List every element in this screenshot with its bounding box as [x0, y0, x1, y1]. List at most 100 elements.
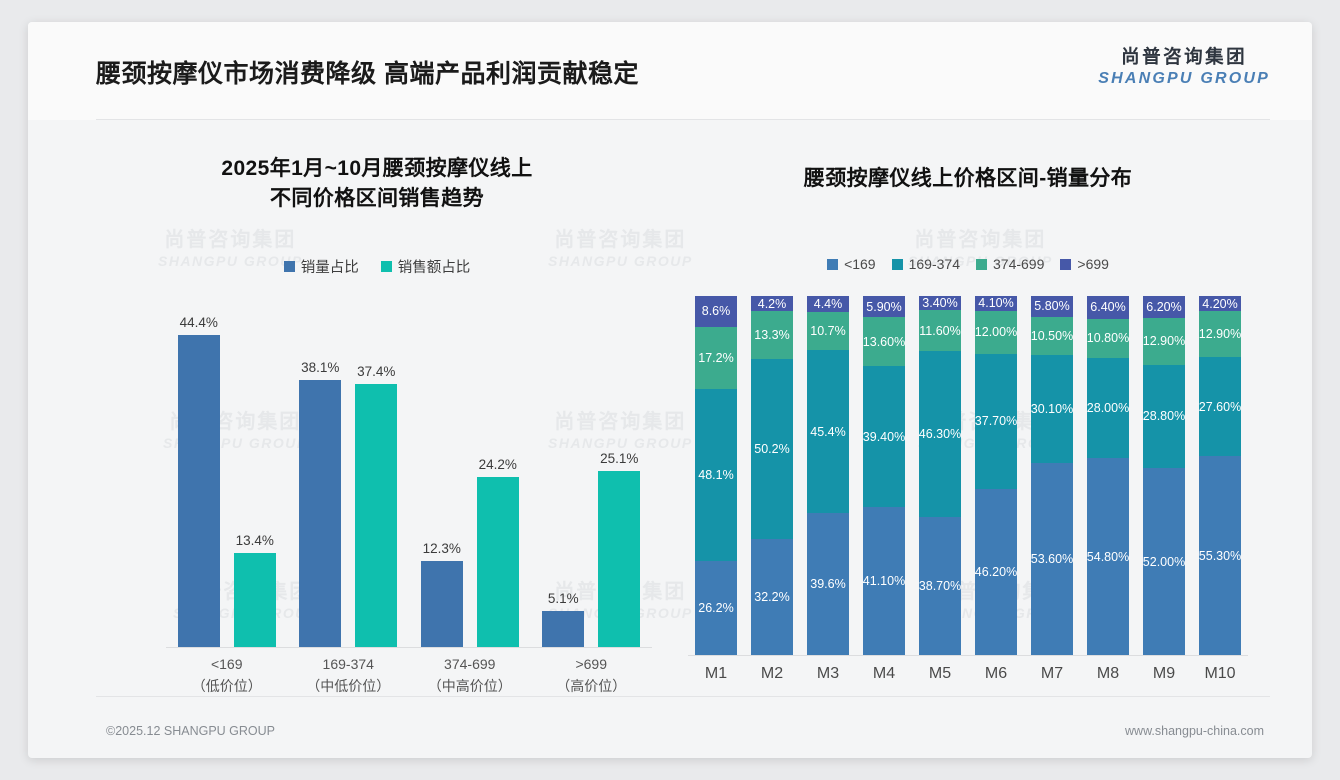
stack-segment[interactable]: 10.7%	[807, 311, 849, 351]
stack-segment[interactable]: 53.60%	[1031, 462, 1073, 655]
stack-segment[interactable]: 5.90%	[863, 296, 905, 318]
stack-segment-label: 13.60%	[862, 334, 906, 349]
stack-segment[interactable]: 13.60%	[862, 317, 906, 367]
stack-segment[interactable]: 27.60%	[1199, 357, 1241, 457]
bar-column[interactable]: 37.4%	[355, 296, 398, 647]
stack-segment-label: 55.30%	[1198, 548, 1242, 563]
stack-segment[interactable]: 39.6%	[807, 512, 849, 655]
legend-item-4[interactable]: >699	[1060, 256, 1109, 272]
legend-item-1[interactable]: 销量占比	[283, 256, 359, 277]
stacked-bar[interactable]: 5.80% 10.50% 30.10% 53.60%	[1031, 296, 1073, 655]
bar-column[interactable]: 25.1%	[598, 296, 641, 647]
stack-segment-label: 28.00%	[1086, 400, 1130, 415]
bar[interactable]	[233, 552, 276, 647]
stack-segment-label: 6.20%	[1146, 300, 1182, 315]
bar[interactable]	[299, 379, 342, 647]
stack-segment[interactable]: 46.20%	[975, 489, 1017, 655]
legend-item-3[interactable]: 374-699	[976, 256, 1044, 272]
stacked-bar[interactable]: 5.90% 13.60% 39.40% 41.10%	[862, 296, 906, 656]
bar[interactable]	[476, 477, 519, 647]
category-label-main: >699	[575, 656, 608, 672]
bar[interactable]	[542, 611, 585, 647]
stack-segment-label: 37.70%	[974, 414, 1018, 429]
bar-value-label: 5.1%	[547, 591, 579, 607]
stack-segment[interactable]: 10.80%	[1087, 318, 1129, 358]
stack-segment[interactable]: 45.4%	[807, 350, 849, 513]
category-label-sub: （低价位）	[191, 677, 262, 694]
stack-segment[interactable]: 26.2%	[695, 561, 737, 655]
legend-item-2[interactable]: 销售额占比	[380, 256, 470, 277]
stack-slot: 4.4% 10.7% 45.4% 39.6%	[800, 296, 856, 655]
stack-segment[interactable]: 30.10%	[1031, 354, 1073, 463]
stack-segment-label: 39.6%	[810, 576, 846, 591]
stack-segment[interactable]: 28.00%	[1086, 357, 1130, 459]
stack-segment[interactable]: 46.30%	[918, 351, 962, 517]
stack-segment[interactable]: 39.40%	[863, 366, 905, 508]
stack-segment[interactable]: 13.3%	[751, 311, 793, 359]
right-chart-legend: <169 169-374 374-699 >699	[678, 256, 1258, 272]
stack-segment[interactable]: 28.80%	[1143, 364, 1185, 469]
stack-segment[interactable]: 10.50%	[1031, 316, 1073, 355]
stacked-bar[interactable]: 6.40% 10.80% 28.00% 54.80%	[1087, 296, 1129, 655]
stack-segment[interactable]: 32.2%	[751, 539, 793, 655]
stacked-bar[interactable]: 4.10% 12.00% 37.70% 46.20%	[975, 296, 1017, 655]
stack-segment[interactable]: 55.30%	[1199, 456, 1241, 655]
stack-segment[interactable]: 52.00%	[1143, 468, 1185, 655]
legend-label: 销量占比	[300, 260, 359, 276]
stack-segment[interactable]: 37.70%	[974, 353, 1018, 490]
bar-group: 12.3% 24.2%	[409, 296, 531, 647]
stack-slot: 6.40% 10.80% 28.00% 54.80%	[1080, 296, 1136, 655]
stack-segment[interactable]: 48.1%	[695, 388, 737, 562]
stack-segment-label: 12.90%	[1142, 334, 1186, 349]
stack-segment[interactable]: 50.2%	[751, 358, 793, 540]
month-label: M3	[816, 665, 840, 682]
stack-segment[interactable]: 4.4%	[807, 296, 849, 312]
bar-column[interactable]: 24.2%	[476, 296, 519, 647]
stack-segment[interactable]: 12.00%	[975, 310, 1017, 354]
stack-segment[interactable]: 12.90%	[1199, 311, 1241, 358]
stack-segment-label: 5.90%	[866, 299, 902, 314]
stack-segment[interactable]: 17.2%	[695, 326, 737, 389]
stack-segment[interactable]: 6.40%	[1087, 296, 1129, 319]
stacked-bar[interactable]: 3.40% 11.60% 46.30% 38.70%	[919, 296, 961, 655]
stack-segment[interactable]: 5.80%	[1031, 296, 1073, 317]
stack-slot: 4.20% 12.90% 27.60% 55.30%	[1192, 296, 1248, 655]
legend-swatch-icon	[380, 261, 392, 272]
bar[interactable]	[420, 560, 463, 647]
stacked-bar[interactable]: 4.20% 12.90% 27.60% 55.30%	[1199, 296, 1241, 655]
bar-column[interactable]: 44.4%	[177, 296, 220, 647]
bar-value-label: 12.3%	[422, 540, 461, 556]
stack-segment[interactable]: 8.6%	[695, 296, 737, 327]
stack-slot: 8.6% 17.2% 48.1% 26.2%	[688, 296, 744, 655]
stacked-bar[interactable]: 4.2% 13.3% 50.2% 32.2%	[751, 296, 793, 655]
stacked-bar[interactable]: 6.20% 12.90% 28.80% 52.00%	[1143, 296, 1185, 655]
legend-item-2[interactable]: 169-374	[891, 256, 960, 272]
stack-segment[interactable]: 4.10%	[975, 296, 1017, 311]
bar-column[interactable]: 5.1%	[542, 296, 585, 647]
footer-website: www.shangpu-china.com	[1125, 724, 1264, 738]
right-chart-axis-line	[688, 655, 1248, 656]
bar[interactable]	[177, 335, 220, 647]
stack-segment[interactable]: 12.90%	[1142, 318, 1186, 365]
bar-column[interactable]: 13.4%	[233, 296, 276, 647]
stack-segment-label: 46.30%	[918, 427, 962, 442]
stack-segment[interactable]: 41.10%	[863, 507, 905, 656]
stack-segment[interactable]: 38.70%	[919, 516, 961, 655]
stack-segment[interactable]: 6.20%	[1143, 296, 1185, 319]
bar[interactable]	[355, 384, 398, 647]
stack-segment-label: 5.80%	[1034, 299, 1070, 314]
stacked-bar[interactable]: 4.4% 10.7% 45.4% 39.6%	[807, 296, 849, 655]
stack-segment[interactable]: 4.20%	[1199, 296, 1241, 312]
left-chart-plot: 44.4% 13.4% 38.1% 37.4% 12.3% 24.2% 5.1% 25.1%	[166, 296, 652, 648]
stack-slot: 5.80% 10.50% 30.10% 53.60%	[1024, 296, 1080, 655]
bar-column[interactable]: 38.1%	[299, 296, 342, 647]
bar-column[interactable]: 12.3%	[420, 296, 463, 647]
stack-segment[interactable]: 54.80%	[1087, 458, 1129, 655]
legend-item-1[interactable]: <169	[827, 256, 876, 272]
stacked-bar[interactable]: 8.6% 17.2% 48.1% 26.2%	[695, 296, 737, 655]
stack-segment[interactable]: 3.40%	[919, 296, 961, 310]
legend-label: 169-374	[908, 256, 960, 272]
stack-segment[interactable]: 4.2%	[751, 296, 793, 312]
bar[interactable]	[598, 470, 641, 647]
stack-segment[interactable]: 11.60%	[919, 310, 961, 352]
